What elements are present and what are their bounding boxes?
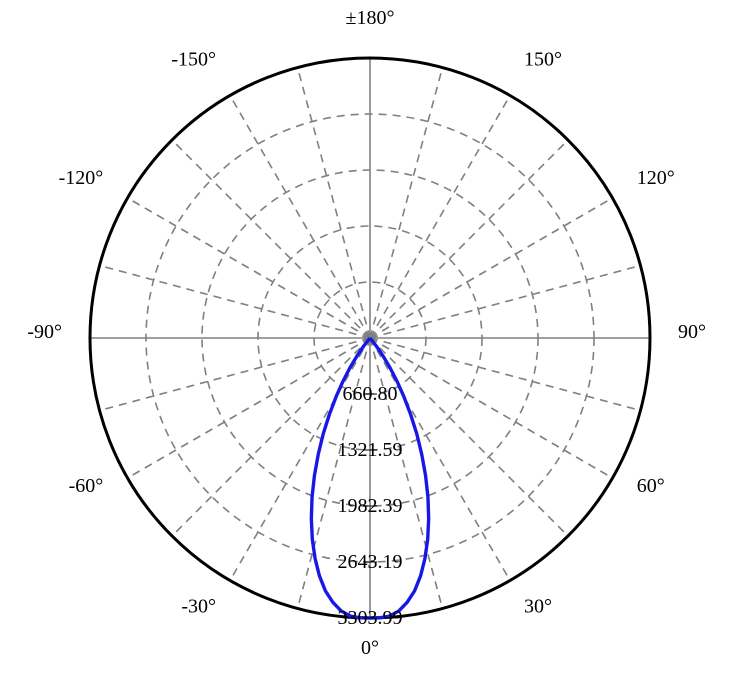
angle-label: 0° (361, 637, 379, 659)
radial-tick-label: 1982.39 (338, 495, 403, 517)
angle-label: -30° (181, 596, 216, 618)
grid-spoke (172, 140, 370, 338)
polar-chart: 660.80 1321.59 1982.39 2643.19 3303.99 ±180° 1… (0, 0, 733, 675)
radial-tick-label: 2643.19 (338, 551, 403, 573)
grid-spoke (100, 266, 370, 338)
grid-spoke (370, 140, 568, 338)
grid-spoke (230, 96, 370, 338)
angle-label: 120° (637, 167, 675, 189)
grid-spoke (370, 338, 640, 410)
grid-spoke (370, 68, 442, 338)
angle-label: 30° (524, 596, 552, 618)
radial-tick-label: 660.80 (343, 383, 398, 405)
angle-label: -90° (27, 321, 62, 343)
grid-spoke (128, 198, 370, 338)
angle-label: 60° (637, 475, 665, 497)
radial-tick-label: 1321.59 (338, 439, 403, 461)
angle-label: 150° (524, 48, 562, 70)
grid-spoke (298, 68, 370, 338)
grid-spoke (370, 266, 640, 338)
angle-label: ±180° (346, 7, 395, 29)
angle-label: -120° (59, 167, 104, 189)
grid-spoke (370, 198, 612, 338)
angle-label: -150° (171, 48, 216, 70)
angle-label: 90° (678, 321, 706, 343)
grid-spoke (370, 96, 510, 338)
angle-label: -60° (69, 475, 104, 497)
grid-spoke (100, 338, 370, 410)
radial-tick-label: 3303.99 (338, 607, 403, 629)
